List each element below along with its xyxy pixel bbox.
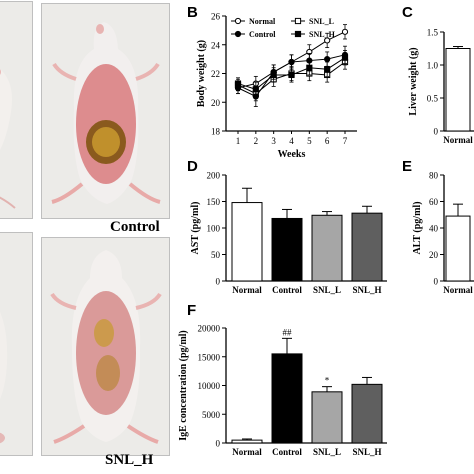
d-bar-normal: [231, 202, 263, 282]
b-y-tick-label: 26: [211, 12, 221, 22]
c-y-tick-label: 1.5: [427, 28, 439, 38]
b-legend-marker-control: [234, 30, 242, 38]
b-y-tick-label: 22: [211, 69, 220, 79]
b-legend-label-snl-h: SNL_H: [309, 30, 336, 39]
photo-control-mouse: [41, 3, 170, 219]
d-bar-snl-h: [351, 212, 383, 282]
b-legend-marker-normal: [234, 17, 242, 25]
panel-label-e: E: [402, 158, 413, 175]
b-x-tick-label: 3: [271, 136, 276, 146]
b-point-control: [324, 56, 331, 63]
e-y-tick-label: 40: [429, 224, 439, 234]
photo-normal-partial: [0, 1, 33, 219]
f-significance-mark: *: [325, 376, 330, 386]
d-y-tick-label: 50: [211, 250, 221, 260]
d-x-tick-label: Normal: [232, 285, 262, 295]
photo-normal-partial-2: [0, 232, 33, 456]
d-x-tick-label: SNL_L: [313, 285, 341, 295]
d-bar-control: [271, 217, 303, 282]
f-y-tick-label: 15000: [198, 352, 221, 362]
f-y-tick-label: 20000: [198, 324, 221, 334]
c-x-tick-label: Normal: [443, 135, 473, 145]
b-legend-label-snl-l: SNL_L: [309, 17, 334, 26]
b-x-tick-label: 1: [236, 136, 241, 146]
f-x-tick-label: Normal: [232, 447, 262, 457]
c-y-tick-label: 0.5: [427, 94, 439, 104]
c-y-tick-label: 0: [434, 127, 439, 137]
d-y-tick-label: 150: [207, 197, 221, 207]
b-y-tick-label: 24: [211, 40, 221, 50]
b-point-snl-h: [306, 64, 313, 71]
d-y-tick-label: 0: [216, 277, 221, 287]
d-y-tick-label: 200: [207, 171, 221, 181]
panel-label-c: C: [402, 4, 413, 21]
b-x-tick-label: 2: [254, 136, 259, 146]
b-point-snl-h: [270, 71, 277, 79]
b-x-tick-label: 7: [343, 136, 348, 146]
f-x-tick-label: SNL_H: [352, 447, 381, 457]
photo-snl-h-mouse: [41, 237, 170, 456]
d-x-tick-label: SNL_H: [352, 285, 381, 295]
e-y-axis-title: ALT (pg/ml): [412, 201, 423, 254]
e-y-tick-label: 20: [429, 250, 439, 260]
f-bar-control: [271, 353, 303, 444]
b-point-normal: [341, 28, 349, 35]
f-y-tick-label: 0: [216, 439, 221, 449]
panel-label-b: B: [187, 4, 198, 21]
c-y-axis-title: Liver weight (g): [408, 47, 419, 115]
e-y-tick-label: 60: [429, 197, 439, 207]
e-x-tick-label: Normal: [443, 285, 473, 295]
b-x-tick-label: 6: [325, 136, 330, 146]
f-significance-mark: ##: [283, 327, 293, 337]
b-point-snl-h: [252, 86, 259, 93]
f-bar-snl-l: [311, 391, 343, 444]
b-x-tick-label: 4: [289, 136, 294, 146]
b-legend-label-control: Control: [249, 30, 276, 39]
f-bar-normal: [231, 439, 263, 444]
b-point-snl-h: [288, 71, 295, 79]
b-legend-marker-snl-h: [294, 30, 302, 38]
b-y-tick-label: 18: [211, 127, 221, 137]
b-point-normal: [324, 37, 331, 44]
b-point-control: [288, 58, 295, 66]
b-y-tick-label: 20: [211, 98, 221, 108]
b-x-axis-title: Weeks: [278, 149, 306, 160]
d-y-tick-label: 100: [207, 224, 221, 234]
d-bar-snl-l: [311, 214, 343, 282]
f-x-tick-label: Control: [272, 447, 302, 457]
c-y-tick-label: 1.0: [427, 61, 439, 71]
b-point-snl-h: [341, 54, 349, 61]
f-bar-snl-h: [351, 383, 383, 444]
b-legend-marker-snl-l: [294, 17, 302, 25]
control-photo-caption: Control: [110, 219, 160, 235]
panel-label-f: F: [187, 302, 197, 319]
b-y-axis-title: Body weight (g): [196, 40, 207, 107]
e-y-tick-label: 80: [429, 171, 439, 181]
f-x-tick-label: SNL_L: [313, 447, 341, 457]
d-x-tick-label: Control: [272, 285, 302, 295]
e-y-tick-label: 0: [434, 277, 439, 287]
panel-label-d: D: [187, 158, 198, 175]
f-y-tick-label: 5000: [202, 410, 221, 420]
d-y-axis-title: AST (pg/ml): [190, 202, 201, 255]
snl-h-photo-caption: SNL_H: [105, 452, 154, 468]
f-y-axis-title: IgE concentration (pg/ml): [178, 330, 189, 441]
b-x-tick-label: 5: [307, 136, 312, 146]
e-bar-normal: [445, 215, 471, 282]
b-legend-label-normal: Normal: [249, 17, 276, 26]
b-point-snl-h: [324, 66, 331, 73]
b-point-snl-h: [234, 80, 242, 87]
f-y-tick-label: 10000: [198, 381, 221, 391]
c-bar-normal: [445, 48, 471, 132]
